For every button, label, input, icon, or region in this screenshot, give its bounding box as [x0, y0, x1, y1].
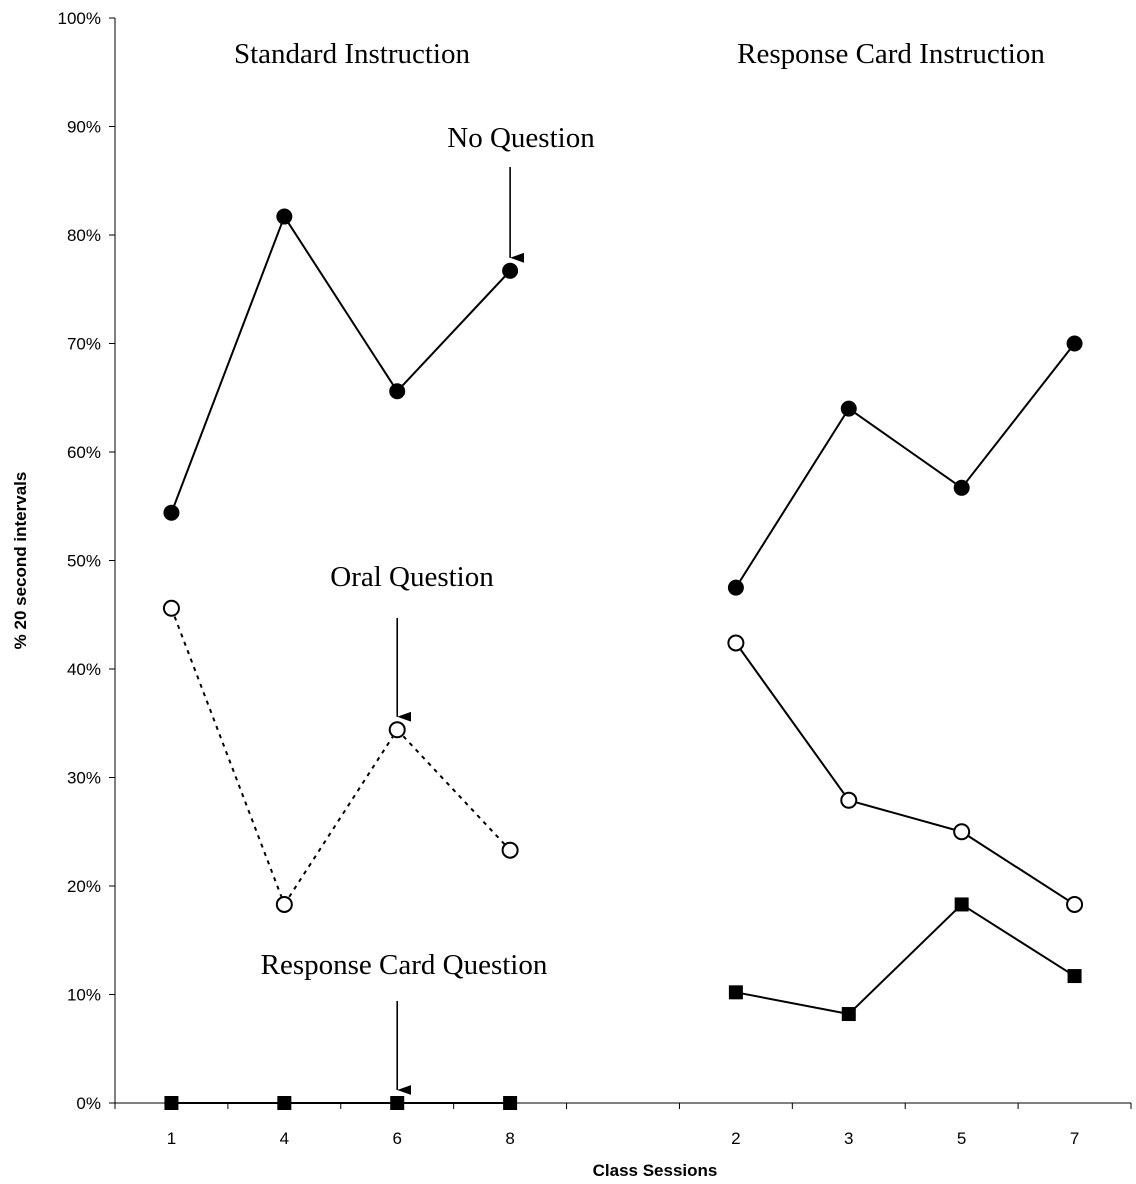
data-point [840, 791, 858, 809]
series-3 [164, 897, 1082, 1110]
y-tick-label: 0% [76, 1094, 101, 1113]
axes: 0% 10% 20% 30% 40% 50% 60% 70% 80% 90% 100% 1 4 6 8 2 3 5… [11, 9, 1132, 1180]
series-line-segment [961, 903, 1076, 977]
series-line-segment [735, 642, 850, 801]
annotation-oral-question: Oral Question [330, 561, 494, 593]
series-line-segment [283, 216, 399, 392]
x-tick-label: 1 [167, 1129, 176, 1148]
y-tick-label: 10% [67, 986, 101, 1005]
series-line-segment [848, 903, 963, 1015]
data-point [728, 985, 743, 1000]
series-line-segment [735, 408, 850, 589]
x-tick-label: 3 [844, 1129, 853, 1148]
x-axis-title: Class Sessions [593, 1161, 718, 1180]
y-axis-title: % 20 second intervals [11, 472, 30, 650]
series-line-segment [170, 607, 286, 905]
series-line-segment [283, 729, 399, 905]
series-layer [162, 208, 1084, 1110]
series-1 [162, 599, 519, 913]
annotation-layer: Standard Instruction Response Card Instru… [234, 38, 1045, 1095]
series-line-segment [961, 830, 1076, 906]
y-tick-label: 80% [67, 226, 101, 245]
x-tick-label: 7 [1070, 1129, 1079, 1148]
series-line-segment [396, 270, 511, 392]
series-line-segment [960, 342, 1076, 489]
data-point [277, 1096, 292, 1110]
x-tick-label: 5 [957, 1129, 966, 1148]
data-point [1067, 969, 1082, 984]
data-point [841, 1007, 856, 1022]
data-point [162, 599, 180, 617]
y-tick-label: 30% [67, 769, 101, 788]
data-point [389, 383, 406, 400]
series-line-segment [396, 729, 511, 851]
data-point [164, 1096, 179, 1110]
x-tick-label: 6 [392, 1129, 401, 1148]
annotation-response-card: Response Card Instruction [737, 38, 1045, 70]
data-point [953, 479, 970, 496]
data-point [163, 504, 180, 521]
y-tick-label: 100% [58, 9, 101, 28]
data-point [727, 634, 745, 652]
series-line-segment [170, 216, 286, 514]
data-point [1066, 895, 1084, 913]
data-point [388, 721, 406, 739]
annotation-standard: Standard Instruction [234, 38, 470, 70]
data-point [390, 1096, 405, 1110]
data-point [275, 895, 293, 913]
x-tick-label: 4 [280, 1129, 289, 1148]
data-point [954, 897, 969, 912]
x-tick-label: 8 [505, 1129, 514, 1148]
data-point [501, 841, 519, 859]
y-tick-label: 50% [67, 552, 101, 571]
data-point [727, 579, 744, 596]
series-line-segment [735, 991, 849, 1016]
y-tick-label: 20% [67, 877, 101, 896]
series-line-segment [848, 799, 962, 833]
annotation-response-card-question: Response Card Question [261, 949, 548, 981]
y-tick-label: 70% [67, 335, 101, 354]
data-point [953, 823, 971, 841]
series-0 [163, 208, 1083, 596]
data-point [502, 262, 519, 279]
series-line-segment [848, 407, 963, 489]
data-point [276, 208, 293, 225]
x-tick-label: 2 [731, 1129, 740, 1148]
data-point [503, 1096, 518, 1110]
data-point [840, 400, 857, 417]
y-tick-label: 90% [67, 118, 101, 137]
y-tick-label: 40% [67, 660, 101, 679]
annotation-no-question: No Question [447, 122, 595, 154]
data-point [1066, 335, 1083, 352]
series-2 [727, 634, 1084, 913]
y-tick-label: 60% [67, 443, 101, 462]
